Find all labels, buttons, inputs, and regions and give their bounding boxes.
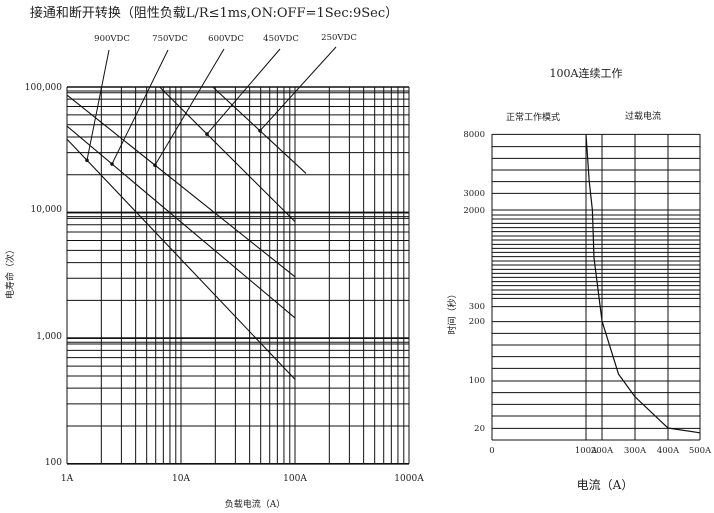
series-line-600vdc [66, 94, 296, 278]
overload-chart-title: 100A连续工作 [550, 66, 623, 80]
leader-dot-450vdc [205, 132, 209, 136]
overload-chart-ylabel: 时间（秒） [446, 289, 458, 334]
y-tick-100: 100 [469, 376, 485, 386]
leader-line-750vdc [111, 49, 169, 165]
region-label-normal: 正常工作模式 [506, 111, 560, 123]
y-tick-10000: 10,000 [31, 205, 63, 215]
life-chart: 接通和断开转换（阻性负载L/R≤1ms,ON:OFF=1Sec:9Sec） 1A… [4, 5, 424, 510]
overload-chart-grid [491, 133, 701, 441]
x-tick-100a: 100A [575, 446, 598, 456]
leader-dot-900vdc [85, 158, 89, 163]
legend-450vdc: 450VDC [263, 34, 299, 44]
x-tick-10a: 10A [172, 474, 190, 484]
y-tick-200: 200 [469, 317, 485, 327]
x-tick-200a: 200A [591, 446, 614, 456]
life-chart-ylabel: 电寿命（次） [4, 245, 16, 299]
overload-chart-xlabel: 电流（A） [577, 478, 634, 492]
leader-dot-750vdc [110, 162, 114, 166]
y-tick-8000: 8000 [463, 130, 485, 140]
x-tick-300a: 300A [624, 446, 647, 456]
leader-line-450vdc [206, 48, 281, 135]
series-line-900vdc [66, 138, 296, 380]
x-tick-1000a: 1000A [394, 474, 424, 484]
life-chart-series [66, 46, 337, 380]
life-chart-title: 接通和断开转换（阻性负载L/R≤1ms,ON:OFF=1Sec:9Sec） [30, 5, 398, 21]
x-tick-0: 0 [489, 446, 494, 456]
legend-900vdc: 900VDC [94, 34, 130, 44]
y-tick-20: 20 [474, 424, 485, 434]
x-tick-100a: 100A [283, 474, 307, 484]
y-tick-1000: 1,000 [36, 332, 62, 342]
leader-line-900vdc [86, 49, 110, 161]
overload-curve [585, 133, 701, 434]
leader-dot-250vdc [258, 128, 262, 133]
y-tick-300: 300 [469, 302, 485, 312]
x-tick-1a: 1A [61, 474, 74, 484]
series-line-450vdc [159, 86, 296, 223]
y-tick-100000: 100,000 [25, 83, 62, 93]
leader-line-600vdc [154, 48, 225, 166]
y-tick-2000: 2000 [463, 206, 485, 216]
x-tick-500a: 500A [689, 446, 712, 456]
x-tick-400a: 400A [657, 446, 680, 456]
legend-750vdc: 750VDC [152, 34, 188, 44]
series-line-750vdc [66, 125, 296, 319]
leader-dot-600vdc [153, 163, 157, 168]
life-chart-grid [66, 86, 410, 465]
y-tick-3000: 3000 [463, 189, 485, 199]
legend-600vdc: 600VDC [208, 34, 244, 44]
leader-line-250vdc [259, 46, 337, 132]
y-tick-100: 100 [45, 458, 62, 468]
life-chart-xlabel: 负载电流（A） [225, 498, 286, 510]
region-label-overload: 过载电流 [625, 110, 661, 122]
legend-250vdc: 250VDC [321, 33, 357, 43]
overload-chart-series [585, 133, 701, 434]
